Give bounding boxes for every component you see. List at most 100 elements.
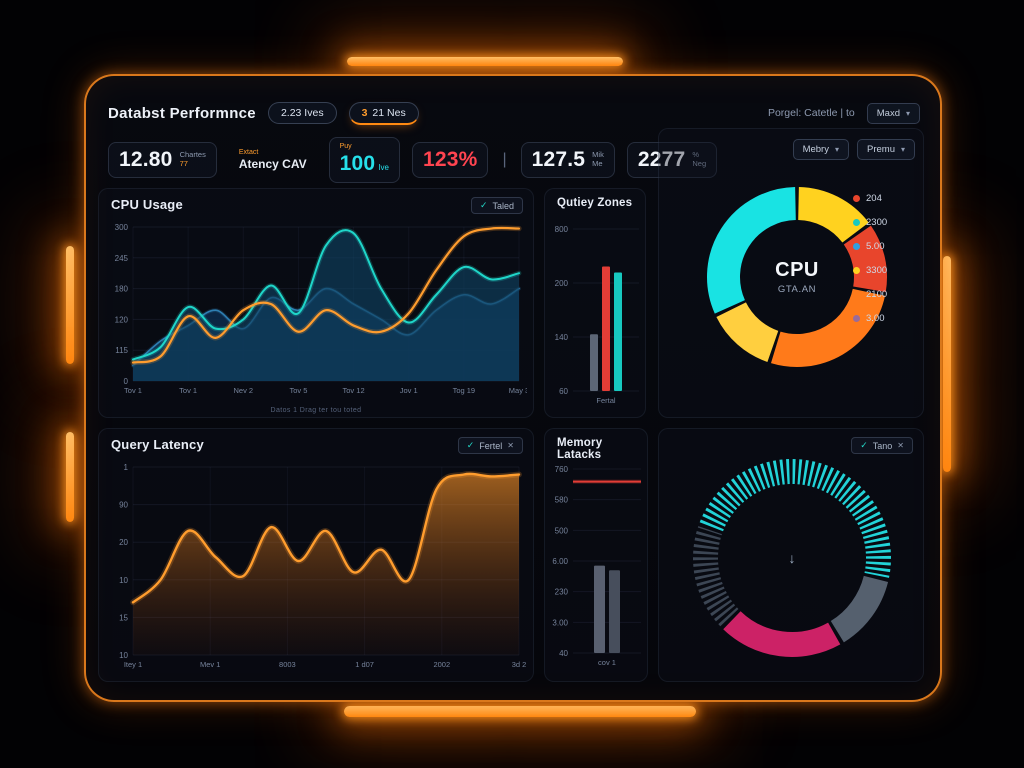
kpi-card-3: Puy 100 Ive xyxy=(328,137,400,183)
legend-dot-icon xyxy=(853,243,860,250)
panel-cpu-donut: Mebry ▾ Premu ▾ CPU GTA.AN 204 2300 5.00 33… xyxy=(658,128,924,418)
close-icon: ✕ xyxy=(897,441,904,450)
kpi-value: 127.5 xyxy=(531,148,586,171)
svg-text:3d 2: 3d 2 xyxy=(512,660,527,669)
svg-text:800: 800 xyxy=(555,225,569,234)
svg-text:Mev 1: Mev 1 xyxy=(200,660,220,669)
gauge-donut-chart xyxy=(691,457,893,659)
close-icon: ✕ xyxy=(507,441,514,450)
header-meta-text: Porgel: Catetle | to xyxy=(767,107,855,119)
svg-text:10: 10 xyxy=(119,576,128,585)
check-icon: ✓ xyxy=(860,440,868,450)
cpu-donut-legend: 204 2300 5.00 3300 2100 3.00 xyxy=(853,193,917,324)
kpi-label: Mik xyxy=(592,150,604,160)
legend-value: 2100 xyxy=(866,289,888,300)
svg-text:500: 500 xyxy=(555,526,569,535)
premu-dropdown[interactable]: Premu ▾ xyxy=(857,139,915,160)
legend-dot-icon xyxy=(853,195,860,202)
svg-text:200: 200 xyxy=(555,279,569,288)
kpi-card-6: 2277 % Neg xyxy=(626,142,718,178)
svg-text:120: 120 xyxy=(115,315,129,324)
legend-item: 2100 xyxy=(853,289,917,300)
legend-value: 5.00 xyxy=(866,241,885,252)
badge-text: 21 Nes xyxy=(372,106,406,119)
chevron-down-icon: ▾ xyxy=(900,145,905,154)
header-dropdown[interactable]: Maxd ▾ xyxy=(866,102,920,124)
svg-text:1 d07: 1 d07 xyxy=(355,660,374,669)
svg-text:115: 115 xyxy=(115,346,128,355)
kpi-label: % xyxy=(692,150,700,160)
memory-latacks-chart: 760 580 500 6.00 230 3.00 40 cov 1 xyxy=(547,461,645,669)
legend-item: 3.00 xyxy=(853,313,917,324)
cpu-usage-chart: 300 245 180 120 115 0 Tov 1 Tov 1 Nev 2 Tov 5 Tov … xyxy=(107,221,530,397)
legend-item: 2300 xyxy=(853,217,917,228)
kpi-value: 2277 xyxy=(637,148,686,171)
svg-text:Tog 19: Tog 19 xyxy=(453,386,476,395)
check-icon: ✓ xyxy=(466,440,475,450)
cpu-donut-chart xyxy=(705,185,889,369)
svg-text:20: 20 xyxy=(119,538,128,547)
kpi-row: 12.80 Chartes 77 Extact Atency CAV Puy 1… xyxy=(108,137,718,183)
cpu-chart-caption: Datos 1 Drag ter tou toted xyxy=(270,407,362,414)
svg-text:90: 90 xyxy=(119,501,128,510)
page-title: Databst Performnce xyxy=(108,104,256,122)
svg-text:300: 300 xyxy=(115,223,129,232)
query-latency-chart: 1 90 20 10 15 10 Itey 1 Mev 1 8003 1 d07 2002 3d 2 xyxy=(107,461,527,671)
neon-bar-bottom xyxy=(344,706,696,717)
legend-item: 3300 xyxy=(853,265,917,276)
kpi-divider: | xyxy=(502,151,507,168)
legend-item: 5.00 xyxy=(853,241,917,252)
kpi-label: Chartes xyxy=(179,150,206,160)
neon-bar-top xyxy=(347,57,623,66)
check-icon: ✓ xyxy=(479,200,488,210)
svg-text:140: 140 xyxy=(555,333,569,342)
status-badge-uptime: 2.23 Ives xyxy=(267,102,337,124)
svg-text:Nev 2: Nev 2 xyxy=(233,386,253,395)
svg-text:Fertal: Fertal xyxy=(596,396,616,405)
kpi-top-label: Puy xyxy=(339,143,352,151)
svg-text:3.00: 3.00 xyxy=(552,618,568,627)
cpu-filter-button[interactable]: ✓ Taled xyxy=(470,197,523,214)
kpi-card-2: Extact Atency CAV xyxy=(229,144,317,177)
svg-text:Tov 5: Tov 5 xyxy=(289,386,307,395)
kpi-label: Neg xyxy=(692,159,707,168)
neon-bar-left-lower xyxy=(66,432,74,522)
header: Databst Performnce 2.23 Ives 3 21 Nes Po… xyxy=(108,96,920,130)
legend-dot-icon xyxy=(853,291,860,298)
chevron-down-icon: ▾ xyxy=(905,108,910,118)
kpi-main-label: Atency CAV xyxy=(238,156,307,171)
svg-text:Itey 1: Itey 1 xyxy=(124,660,142,669)
legend-value: 3.00 xyxy=(866,313,885,324)
dashboard-frame: Databst Performnce 2.23 Ives 3 21 Nes Po… xyxy=(84,74,942,702)
memory-dropdown[interactable]: Mebry ▾ xyxy=(792,139,849,160)
svg-text:15: 15 xyxy=(119,613,128,622)
neon-bar-left-upper xyxy=(66,246,74,364)
legend-dot-icon xyxy=(853,315,860,322)
svg-text:Jov 1: Jov 1 xyxy=(400,386,418,395)
status-badge-alerts: 3 21 Nes xyxy=(348,101,419,125)
kpi-unit: Ive xyxy=(378,163,389,173)
svg-text:Tov 1: Tov 1 xyxy=(124,386,142,395)
neon-bar-right xyxy=(943,256,951,472)
svg-text:0: 0 xyxy=(124,377,129,386)
panel-title: Memory Latacks xyxy=(557,437,603,461)
svg-text:230: 230 xyxy=(555,588,569,597)
svg-text:May 3: May 3 xyxy=(509,386,527,395)
svg-text:cov 1: cov 1 xyxy=(598,658,616,667)
donut-dropdowns: Mebry ▾ Premu ▾ xyxy=(792,139,915,160)
kpi-value: 123% xyxy=(422,148,478,171)
kpi-sub: 77 xyxy=(179,159,188,168)
panel-memory-latacks: Memory Latacks 760 580 500 6.00 230 3.00 40 cov… xyxy=(544,428,648,682)
panel-qutiey-zones: Qutiey Zones 800 200 140 60 Fertal xyxy=(544,188,646,418)
kpi-card-1: 12.80 Chartes 77 xyxy=(108,142,217,178)
kpi-card-5: 127.5 Mik Me xyxy=(520,142,615,178)
panel-title: CPU Usage xyxy=(111,197,183,212)
panel-title: Qutiey Zones xyxy=(557,197,633,209)
gauge-filter-button[interactable]: ✓ Tano ✕ xyxy=(851,437,913,454)
kpi-card-4: 123% xyxy=(411,142,489,178)
kpi-top-label: Extact xyxy=(238,148,259,156)
latency-filter-button[interactable]: ✓ Fertel ✕ xyxy=(457,437,523,454)
svg-text:1: 1 xyxy=(124,463,129,472)
legend-item: 204 xyxy=(853,193,917,204)
